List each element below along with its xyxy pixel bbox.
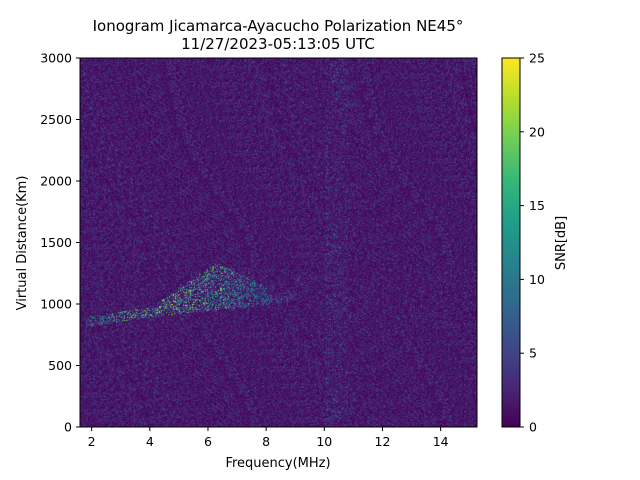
colorbar-label: SNR[dB]: [554, 216, 569, 270]
colorbar-tick-label: 20: [529, 124, 545, 139]
colorbar-frame: [501, 57, 521, 428]
colorbar-tick-label: 15: [529, 198, 545, 213]
colorbar-gradient: [502, 58, 520, 427]
y-tick-label: 1000: [40, 297, 72, 312]
colorbar-tick-label: 10: [529, 272, 545, 287]
x-tick-label: 14: [433, 434, 449, 449]
y-tick-label: 0: [64, 420, 72, 435]
y-tick-label: 2000: [40, 174, 72, 189]
x-tick-label: 12: [375, 434, 391, 449]
chart-title: Ionogram Jicamarca-Ayacucho Polarization…: [0, 17, 556, 53]
title-line: Ionogram Jicamarca-Ayacucho Polarization…: [92, 17, 464, 35]
x-tick-label: 10: [316, 434, 332, 449]
y-tick-label: 2500: [40, 112, 72, 127]
plot-frame: [79, 57, 478, 428]
y-axis-label: Virtual Distance(Km): [15, 176, 30, 311]
subtitle-line: 11/27/2023-05:13:05 UTC: [181, 35, 375, 53]
x-tick-label: 8: [262, 434, 270, 449]
y-tick-label: 500: [48, 358, 72, 373]
x-tick-label: 4: [146, 434, 154, 449]
colorbar-tick-label: 25: [529, 51, 545, 66]
x-tick-label: 2: [88, 434, 96, 449]
y-tick-label: 1500: [40, 235, 72, 250]
colorbar-tick-label: 5: [529, 346, 537, 361]
x-tick-label: 6: [204, 434, 212, 449]
x-axis-label: Frequency(MHz): [225, 456, 330, 471]
colorbar-tick-label: 0: [529, 420, 537, 435]
heatmap-plot-area: [80, 58, 477, 427]
y-tick-label: 3000: [40, 51, 72, 66]
